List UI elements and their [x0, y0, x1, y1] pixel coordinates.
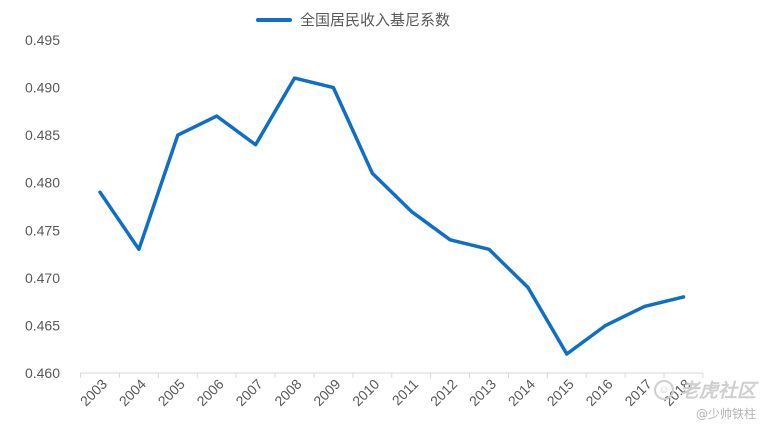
x-axis	[80, 372, 704, 378]
x-tick-label-2010: 2010	[349, 376, 382, 409]
data-point-2016	[604, 323, 608, 327]
data-point-2005	[176, 133, 180, 137]
y-tick-label-4: 0.480	[25, 175, 60, 191]
x-tick-label-2012: 2012	[427, 376, 460, 409]
watermark-user: @少帅铁柱	[695, 407, 756, 421]
data-point-2007	[254, 143, 258, 147]
x-tick-label-2014: 2014	[505, 376, 538, 409]
data-point-2018	[682, 295, 685, 299]
series-layer	[98, 76, 686, 356]
x-tick-label-2017: 2017	[621, 376, 654, 409]
legend: 全国居民收入基尼系数	[256, 9, 450, 30]
x-tick-label-2005: 2005	[155, 376, 188, 409]
y-tick-label-3: 0.475	[25, 222, 60, 238]
x-axis-tick-labels: 2003 2004 2005 2006 2007 2008 2009 2010 2011 2012…	[77, 376, 694, 409]
x-tick-label-2004: 2004	[116, 376, 149, 409]
y-axis-tick-labels: 0.460 0.465 0.470 0.475 0.480 0.485 0.490 0.495	[25, 32, 60, 381]
data-point-2006	[215, 114, 219, 118]
data-point-2010	[370, 171, 374, 175]
data-point-2004	[137, 247, 141, 251]
y-tick-label-5: 0.485	[25, 127, 60, 143]
x-tick-label-2009: 2009	[310, 376, 343, 409]
watermark: ☺ 老虎社区 @少帅铁柱	[653, 376, 756, 422]
data-point-2008	[293, 76, 296, 80]
watermark-brand: 老虎社区	[679, 380, 756, 402]
x-tick-label-2015: 2015	[544, 376, 577, 409]
x-tick-label-2007: 2007	[232, 376, 265, 409]
data-point-2017	[643, 304, 647, 308]
x-tick-label-2006: 2006	[193, 376, 226, 409]
series-line-0	[98, 76, 686, 356]
x-tick-label-2011: 2011	[389, 376, 422, 409]
y-tick-label-7: 0.495	[25, 32, 60, 48]
y-tick-label-1: 0.465	[25, 317, 60, 333]
x-tick-label-2013: 2013	[466, 376, 499, 409]
tiger-logo-icon: ☺	[653, 379, 674, 400]
x-tick-label-2016: 2016	[582, 376, 615, 409]
x-tick-label-2008: 2008	[271, 376, 304, 409]
legend-label: 全国居民收入基尼系数	[300, 11, 451, 29]
data-point-2003	[98, 190, 102, 194]
y-tick-label-0: 0.460	[25, 365, 60, 381]
x-tick-label-2003: 2003	[77, 376, 110, 409]
y-tick-label-2: 0.470	[25, 270, 60, 286]
data-point-2015	[565, 352, 569, 356]
data-point-2014	[526, 285, 530, 289]
data-point-2012	[448, 238, 452, 242]
legend-swatch	[256, 17, 292, 22]
y-tick-label-6: 0.490	[25, 80, 60, 96]
watermark-logo: ☺ 老虎社区	[653, 376, 756, 403]
data-point-2011	[409, 209, 413, 213]
data-point-2009	[331, 86, 335, 90]
data-point-2013	[487, 247, 491, 251]
